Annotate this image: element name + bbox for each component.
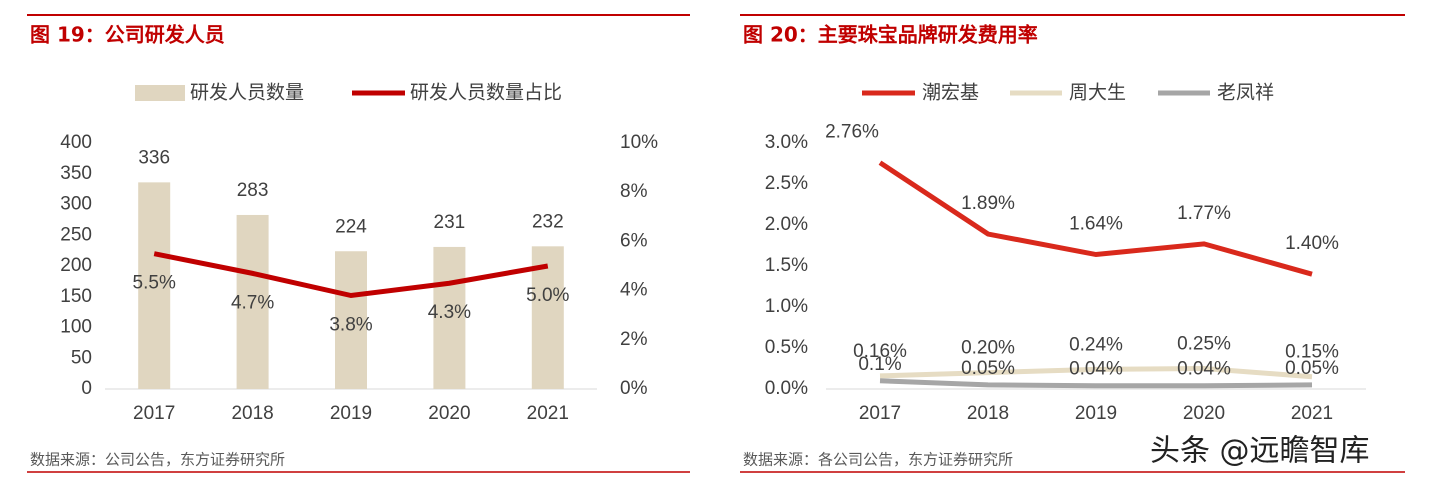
bar [433, 246, 466, 389]
x-tick-label: 2021 [527, 403, 569, 424]
data-label: 0.25% [1177, 334, 1231, 355]
series-line [153, 251, 549, 299]
data-label: 232 [532, 211, 564, 232]
y-tick-label: 50 [71, 347, 92, 368]
data-label: 5.0% [526, 285, 569, 306]
data-label: 2.76% [825, 122, 879, 143]
source: 数据来源：公司公告，东方证券研究所 [30, 451, 285, 469]
legend-label: 研发人员数量 [190, 82, 304, 104]
x-tick-label: 2019 [330, 403, 372, 424]
y2-tick-label: 0% [620, 378, 648, 399]
data-label: 231 [434, 212, 466, 233]
data-label: 1.64% [1069, 214, 1123, 235]
x-tick-label: 2021 [1291, 403, 1333, 424]
y2-tick-label: 4% [620, 280, 648, 301]
data-label: 0.1% [858, 354, 901, 375]
legend-label: 研发人员数量占比 [410, 82, 562, 104]
y-tick-label: 0.5% [765, 337, 808, 358]
legend-label: 潮宏基 [922, 82, 979, 104]
data-label: 3.8% [329, 315, 372, 336]
x-tick-label: 2018 [967, 403, 1009, 424]
y2-tick-label: 6% [620, 230, 648, 251]
y-tick-label: 2.5% [765, 173, 808, 194]
y-tick-label: 250 [60, 224, 92, 245]
data-label: 224 [335, 216, 367, 237]
x-tick-label: 2019 [1075, 403, 1117, 424]
bar [138, 182, 171, 389]
x-tick-label: 2018 [231, 403, 273, 424]
y-tick-label: 2.0% [765, 214, 808, 235]
x-tick-label: 2020 [428, 403, 470, 424]
data-label: 0.16% [853, 341, 907, 362]
x-tick-label: 2017 [133, 403, 175, 424]
y-tick-label: 400 [60, 132, 92, 153]
bar [236, 214, 269, 389]
data-label: 1.77% [1177, 203, 1231, 224]
watermark: 头条 @远瞻智库 [1150, 434, 1370, 469]
data-label: 0.04% [1177, 359, 1231, 380]
chart-title: 图 19：公司研发人员 [30, 23, 225, 47]
legend-label: 老凤祥 [1217, 82, 1274, 104]
chart-title: 图 20：主要珠宝品牌研发费用率 [743, 23, 1038, 47]
series-line [879, 365, 1313, 380]
y-tick-label: 1.0% [765, 296, 808, 317]
y-tick-label: 200 [60, 255, 92, 276]
data-label: 1.40% [1285, 233, 1339, 254]
data-label: 0.05% [961, 358, 1015, 379]
y2-tick-label: 2% [620, 329, 648, 350]
data-label: 336 [138, 147, 170, 168]
x-tick-label: 2020 [1183, 403, 1225, 424]
data-label: 5.5% [133, 273, 176, 294]
y-tick-label: 100 [60, 317, 92, 338]
y2-tick-label: 8% [620, 181, 648, 202]
y-tick-label: 300 [60, 194, 92, 215]
legend-swatch [135, 85, 185, 101]
y2-tick-label: 10% [620, 132, 658, 153]
data-label: 0.15% [1285, 342, 1339, 363]
y-tick-label: 0 [81, 378, 92, 399]
y-tick-label: 350 [60, 163, 92, 184]
source: 数据来源：各公司公告，东方证券研究所 [743, 451, 1013, 469]
y-tick-label: 1.5% [765, 255, 808, 276]
y-tick-label: 3.0% [765, 132, 808, 153]
data-label: 4.3% [428, 302, 471, 323]
data-label: 0.20% [961, 338, 1015, 359]
y-tick-label: 0.0% [765, 378, 808, 399]
series-line [879, 378, 1313, 389]
data-label: 283 [237, 180, 269, 201]
legend-label: 周大生 [1069, 82, 1126, 104]
data-label: 0.24% [1069, 334, 1123, 355]
bar [335, 251, 367, 389]
series-line [878, 160, 1313, 277]
data-label: 0.05% [1285, 358, 1339, 379]
x-tick-label: 2017 [859, 403, 901, 424]
data-label: 1.89% [961, 193, 1015, 214]
data-label: 4.7% [231, 292, 274, 313]
y-tick-label: 150 [60, 286, 92, 307]
data-label: 0.04% [1069, 359, 1123, 380]
